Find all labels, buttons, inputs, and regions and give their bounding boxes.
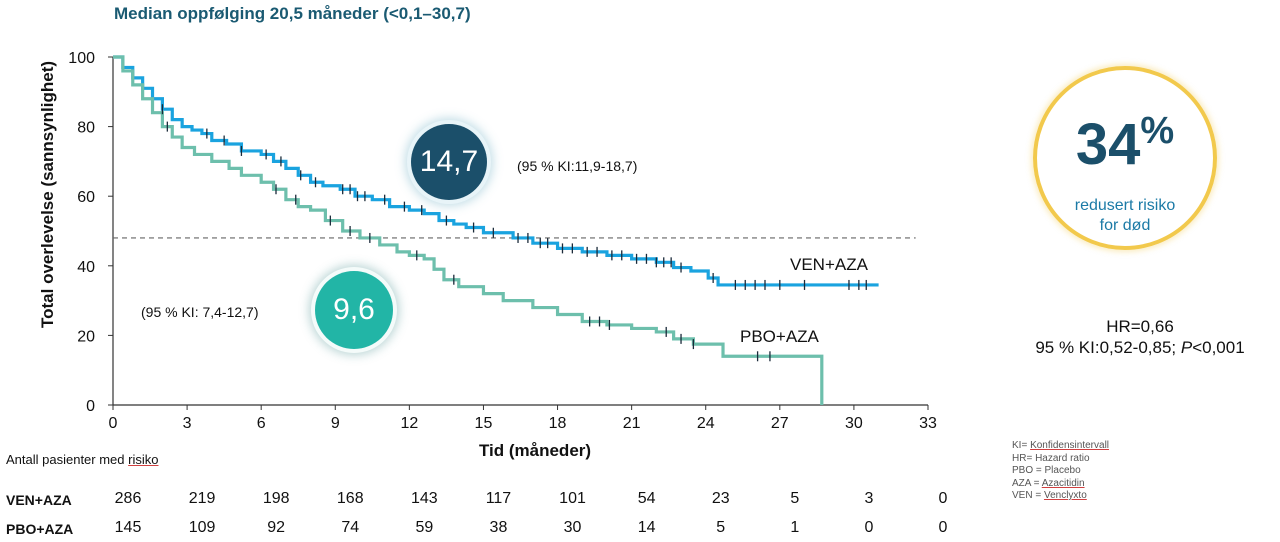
ven-median-bubble: 14,7 bbox=[411, 124, 487, 200]
at-risk-title: Antall pasienter med risiko bbox=[6, 452, 159, 467]
at-risk-cell: 30 bbox=[563, 519, 582, 536]
at-risk-cell: 219 bbox=[188, 490, 216, 507]
y-tick-label: 80 bbox=[77, 120, 95, 137]
at-risk-cell: 74 bbox=[341, 519, 360, 536]
x-tick-label: 24 bbox=[697, 415, 715, 432]
at-risk-cell: 0 bbox=[864, 519, 874, 536]
at-risk-cell: 23 bbox=[711, 490, 730, 507]
x-tick-label: 33 bbox=[919, 415, 937, 432]
x-axis-label: Tid (måneder) bbox=[478, 441, 592, 460]
risk-reduction-percent: 34% bbox=[1037, 112, 1213, 174]
y-tick-label: 20 bbox=[77, 328, 95, 345]
y-axis-label: Total overlevelse (sannsynlighet) bbox=[38, 60, 57, 328]
at-risk-label-pbo: PBO+AZA bbox=[6, 521, 74, 537]
y-tick-label: 0 bbox=[86, 398, 95, 415]
at-risk-cell: 3 bbox=[864, 490, 874, 507]
x-tick-label: 30 bbox=[845, 415, 863, 432]
hr-ci: 95 % KI:0,52-0,85; P<0,001 bbox=[1035, 338, 1245, 357]
p-value: <0,001 bbox=[1192, 338, 1245, 357]
x-tick-label: 0 bbox=[109, 415, 118, 432]
risk-percent-value: 34 bbox=[1075, 112, 1141, 177]
hazard-ratio-block: HR=0,66 95 % KI:0,52-0,85; P<0,001 bbox=[1005, 316, 1275, 358]
at-risk-cell: 117 bbox=[485, 490, 512, 507]
at-risk-cell: 59 bbox=[415, 519, 434, 536]
survival-curves bbox=[113, 55, 879, 405]
at-risk-cell: 5 bbox=[716, 519, 726, 536]
risk-text-line1: redusert risiko bbox=[1074, 197, 1176, 214]
pbo-series-label: PBO+AZA bbox=[740, 327, 819, 346]
hr-value: HR=0,66 bbox=[1106, 317, 1174, 336]
x-tick-label: 15 bbox=[475, 415, 493, 432]
at-risk-cell: 14 bbox=[637, 519, 656, 536]
axes: 0 3 6 9 12 15 18 21 24 27 30 33 0 20 40 60 80 100 bbox=[68, 50, 937, 432]
abbreviation-item: KI= Konfidensintervall bbox=[1012, 440, 1110, 451]
ven-series-label: VEN+AZA bbox=[790, 255, 868, 274]
p-letter: P bbox=[1180, 338, 1193, 357]
at-risk-cell: 38 bbox=[489, 519, 508, 536]
y-tick-label: 40 bbox=[77, 259, 95, 276]
at-risk-cell: 1 bbox=[790, 519, 800, 536]
abbreviations: KI= Konfidensintervall HR= Hazard ratio PB… bbox=[1012, 440, 1109, 503]
risk-percent-sign: % bbox=[1140, 110, 1175, 152]
y-tick-label: 60 bbox=[77, 189, 95, 206]
abbreviation-item: AZA = Azacitidin bbox=[1012, 477, 1085, 489]
risk-reduction-text: redusert risiko for død bbox=[1037, 196, 1213, 236]
abbreviation-item: HR= Hazard ratio bbox=[1012, 452, 1090, 464]
y-tick-label: 100 bbox=[68, 50, 95, 67]
at-risk-cell: 145 bbox=[114, 519, 142, 536]
x-tick-label: 12 bbox=[400, 415, 418, 432]
at-risk-cell: 109 bbox=[188, 519, 216, 536]
ven-ci-label: (95 % KI:11,9-18,7) bbox=[517, 158, 638, 174]
x-tick-label: 3 bbox=[183, 415, 192, 432]
at-risk-cell: 0 bbox=[938, 519, 948, 536]
subtitle: Median oppfølging 20,5 måneder (<0,1–30,… bbox=[114, 4, 471, 23]
at-risk-cell: 54 bbox=[637, 490, 656, 507]
x-tick-label: 27 bbox=[771, 415, 789, 432]
pbo-median-bubble: 9,6 bbox=[315, 271, 393, 349]
abbreviation-item: PBO = Placebo bbox=[1012, 465, 1081, 476]
curve-pbo-aza bbox=[113, 55, 824, 405]
x-tick-label: 9 bbox=[331, 415, 340, 432]
at-risk-cell: 286 bbox=[114, 490, 142, 507]
pbo-ci-label: (95 % KI: 7,4-12,7) bbox=[141, 304, 259, 320]
curve-ven-aza bbox=[113, 55, 879, 287]
at-risk-cell: 5 bbox=[790, 490, 800, 507]
at-risk-cell: 198 bbox=[262, 490, 290, 507]
at-risk-cell: 92 bbox=[267, 519, 286, 536]
risk-reduction-circle: 34% redusert risiko for død bbox=[1033, 66, 1217, 250]
x-tick-label: 6 bbox=[257, 415, 266, 432]
x-tick-label: 18 bbox=[549, 415, 567, 432]
abbreviation-item: VEN = Venclyxto bbox=[1012, 490, 1087, 501]
at-risk-cell: 143 bbox=[411, 490, 438, 507]
at-risk-cell: 0 bbox=[938, 490, 948, 507]
at-risk-cell: 101 bbox=[559, 490, 586, 507]
censor-marks bbox=[161, 104, 867, 362]
risk-text-line2: for død bbox=[1099, 217, 1151, 234]
at-risk-cell: 168 bbox=[336, 490, 364, 507]
x-tick-label: 21 bbox=[623, 415, 641, 432]
at-risk-label-ven: VEN+AZA bbox=[6, 492, 72, 508]
